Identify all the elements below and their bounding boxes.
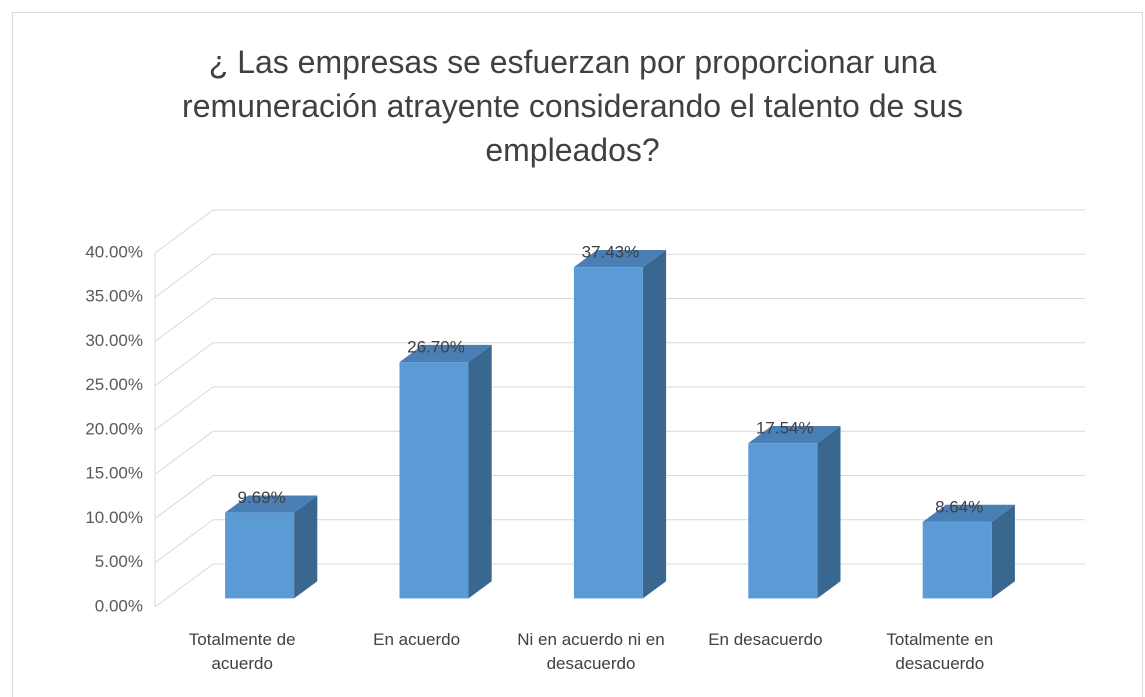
bar	[748, 443, 818, 599]
x-tick-label: En desacuerdo	[708, 630, 823, 649]
x-tick-label: Totalmente en desacuerdo	[886, 630, 994, 673]
x-tick-label: Ni en acuerdo ni en desacuerdo	[517, 630, 665, 673]
bar	[573, 267, 643, 599]
bar-top	[573, 249, 667, 268]
grid-line	[154, 519, 214, 564]
bar	[399, 362, 469, 599]
grid-line	[154, 475, 214, 519]
bar-side	[817, 425, 841, 599]
grid-line	[154, 386, 214, 431]
bar-top	[225, 495, 318, 513]
chart-border	[12, 12, 1143, 697]
grid-line	[154, 209, 214, 254]
chart-title: ¿ Las empresas se esfuerzan por proporci…	[182, 44, 963, 168]
x-tick-label: Totalmente de acuerdo	[188, 630, 296, 673]
y-tick-label: 30.00%	[85, 331, 143, 350]
bar-top	[399, 344, 492, 363]
grid-line	[154, 342, 214, 387]
grid-line	[154, 253, 214, 298]
y-tick-label: 25.00%	[85, 375, 143, 394]
y-tick-label: 15.00%	[85, 464, 143, 483]
bar-side	[642, 249, 667, 599]
bar-top	[922, 504, 1015, 522]
y-tick-label: 5.00%	[95, 552, 143, 571]
y-tick-label: 0.00%	[95, 596, 143, 615]
data-label: 17.54%	[756, 419, 814, 438]
data-label: 37.43%	[582, 243, 640, 262]
grid-line	[154, 430, 214, 475]
x-tick-label: En acuerdo	[373, 630, 461, 649]
bar-side	[294, 495, 318, 599]
y-tick-label: 10.00%	[85, 508, 143, 527]
bar	[225, 512, 295, 599]
grid-line	[154, 563, 214, 608]
y-tick-label: 20.00%	[85, 419, 143, 438]
bar-side	[991, 504, 1015, 599]
data-label: 8.64%	[935, 497, 983, 516]
y-tick-label: 40.00%	[85, 242, 143, 261]
data-label: 9.69%	[237, 488, 285, 507]
bar-side	[468, 344, 492, 599]
bar-top	[748, 425, 841, 444]
data-label: 26.70%	[407, 338, 465, 357]
bar	[922, 521, 992, 599]
y-tick-label: 35.00%	[85, 287, 143, 306]
grid-line	[154, 298, 214, 342]
